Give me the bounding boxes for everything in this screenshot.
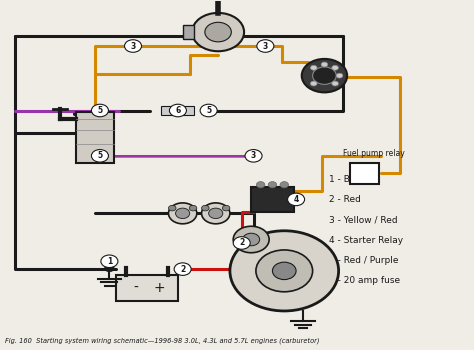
Circle shape (205, 22, 231, 42)
Bar (76, 112, 114, 163)
Circle shape (332, 65, 338, 70)
Text: 5 - Red / Purple: 5 - Red / Purple (329, 256, 399, 265)
Text: 2: 2 (180, 265, 185, 274)
Circle shape (280, 182, 289, 188)
Circle shape (91, 104, 109, 117)
Circle shape (201, 205, 209, 211)
Text: 5: 5 (206, 106, 211, 115)
Circle shape (230, 231, 338, 311)
Circle shape (209, 208, 223, 219)
Text: +: + (153, 281, 165, 295)
Text: 3: 3 (263, 42, 268, 50)
Circle shape (310, 65, 317, 70)
Circle shape (233, 237, 250, 249)
Text: 3: 3 (251, 151, 256, 160)
Text: 3: 3 (130, 42, 136, 50)
Circle shape (125, 40, 142, 52)
Text: Fig. 160  Starting system wiring schematic—1996-98 3.0L, 4.3L and 5.7L engines (: Fig. 160 Starting system wiring schemati… (5, 337, 320, 344)
Text: 1: 1 (107, 257, 112, 266)
Text: Fuel pump relay: Fuel pump relay (343, 148, 405, 158)
Circle shape (243, 233, 260, 246)
Text: 4 - Starter Relay: 4 - Starter Relay (329, 236, 403, 245)
Circle shape (310, 81, 317, 86)
Circle shape (200, 104, 217, 117)
Text: 6 - 20 amp fuse: 6 - 20 amp fuse (329, 276, 400, 285)
Circle shape (245, 149, 262, 162)
Circle shape (201, 203, 230, 224)
Text: 4: 4 (293, 195, 299, 204)
Circle shape (192, 13, 244, 51)
Circle shape (302, 59, 347, 92)
Text: 6: 6 (175, 106, 181, 115)
Circle shape (313, 67, 336, 84)
Text: 5: 5 (97, 151, 102, 160)
Circle shape (105, 265, 114, 272)
Circle shape (189, 205, 197, 211)
Text: 2: 2 (239, 238, 245, 247)
Circle shape (233, 226, 269, 253)
Circle shape (288, 193, 305, 206)
Circle shape (256, 250, 313, 292)
Circle shape (273, 262, 296, 280)
Bar (350, 163, 379, 184)
Circle shape (91, 149, 109, 162)
Text: 2 - Red: 2 - Red (329, 195, 361, 204)
Circle shape (268, 182, 277, 188)
Bar (117, 275, 178, 301)
Circle shape (168, 203, 197, 224)
Circle shape (169, 104, 186, 117)
Text: 1 - Black: 1 - Black (329, 175, 368, 184)
Circle shape (321, 62, 328, 67)
Circle shape (332, 81, 338, 86)
Circle shape (101, 255, 118, 267)
Circle shape (168, 205, 176, 211)
Bar (161, 106, 194, 115)
Bar (251, 187, 294, 212)
Circle shape (336, 73, 343, 78)
Text: 3 - Yellow / Red: 3 - Yellow / Red (329, 216, 398, 224)
Circle shape (257, 40, 274, 52)
Circle shape (175, 208, 190, 219)
Text: 5: 5 (97, 106, 102, 115)
Circle shape (256, 182, 265, 188)
Circle shape (222, 205, 230, 211)
Text: -: - (133, 281, 138, 295)
Bar (182, 25, 194, 39)
Circle shape (174, 263, 191, 275)
